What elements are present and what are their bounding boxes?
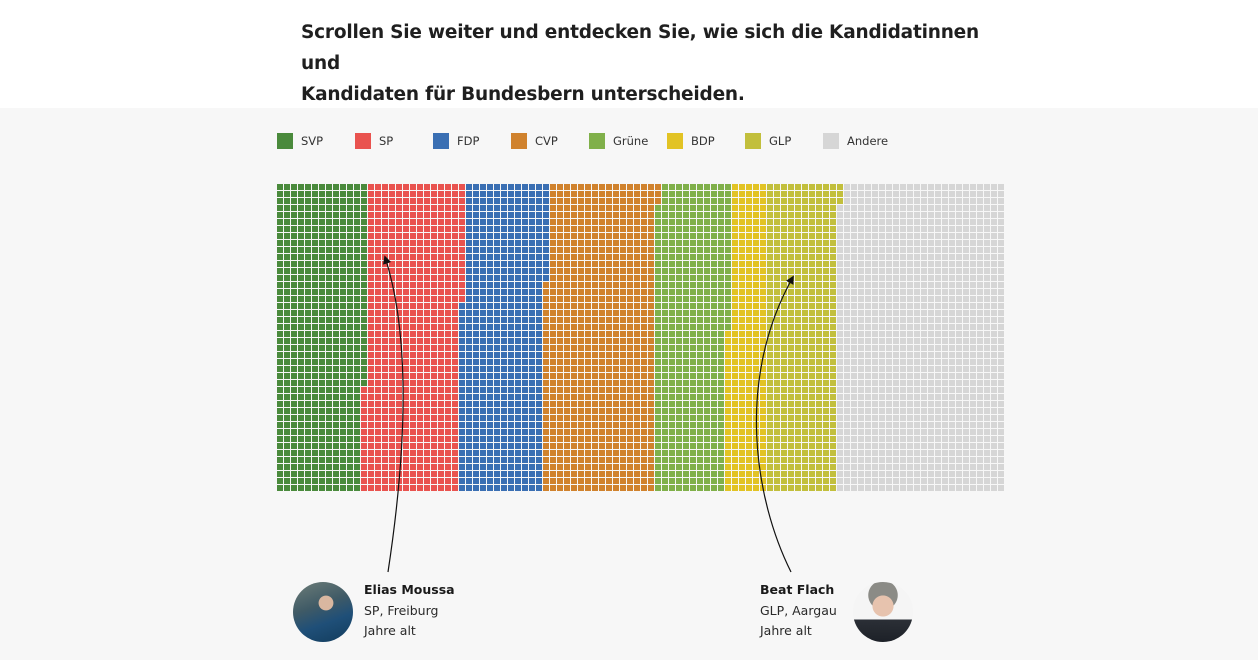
legend-swatch (355, 133, 371, 149)
person-age: Jahre alt (760, 623, 812, 638)
legend-swatch (823, 133, 839, 149)
waffle-grid (277, 184, 1004, 491)
legend-item-sp: SP (355, 133, 433, 149)
legend-item-fdp: FDP (433, 133, 511, 149)
person-name: Elias Moussa (364, 582, 455, 597)
legend-item-cvp: CVP (511, 133, 589, 149)
legend-swatch (667, 133, 683, 149)
person-info: Elias Moussa SP, Freiburg Jahre alt (364, 580, 455, 642)
legend-item-gruene: Grüne (589, 133, 667, 149)
intro-line-2: Kandidaten für Bundesbern unterscheiden. (301, 84, 745, 105)
person-beat-flach[interactable]: Beat Flach GLP, Aargau Jahre alt (760, 582, 913, 642)
legend-label: Andere (847, 134, 889, 148)
legend-label: SP (379, 134, 394, 148)
person-name: Beat Flach (760, 582, 835, 597)
legend-swatch (589, 133, 605, 149)
waffle-chart (277, 184, 1005, 492)
legend-label: GLP (769, 134, 792, 148)
legend-label: CVP (535, 134, 558, 148)
legend-swatch (511, 133, 527, 149)
legend: SVP SP FDP CVP Grüne BDP GLP Andere (277, 132, 901, 150)
legend-swatch (277, 133, 293, 149)
person-elias-moussa[interactable]: Elias Moussa SP, Freiburg Jahre alt (293, 582, 455, 642)
legend-label: SVP (301, 134, 324, 148)
legend-item-andere: Andere (823, 133, 901, 149)
legend-item-svp: SVP (277, 133, 355, 149)
intro-text: Scrollen Sie weiter und entdecken Sie, w… (301, 17, 981, 110)
legend-item-glp: GLP (745, 133, 823, 149)
legend-label: BDP (691, 134, 715, 148)
person-info: Beat Flach GLP, Aargau Jahre alt (760, 580, 837, 642)
legend-swatch (745, 133, 761, 149)
person-detail: SP, Freiburg (364, 602, 439, 618)
legend-swatch (433, 133, 449, 149)
person-detail: GLP, Aargau (760, 602, 837, 618)
legend-label: Grüne (613, 134, 649, 148)
avatar (852, 582, 913, 642)
intro-line-1: Scrollen Sie weiter und entdecken Sie, w… (301, 22, 980, 74)
person-age: Jahre alt (364, 623, 416, 638)
legend-label: FDP (457, 134, 480, 148)
avatar (293, 582, 353, 642)
legend-item-bdp: BDP (667, 133, 745, 149)
